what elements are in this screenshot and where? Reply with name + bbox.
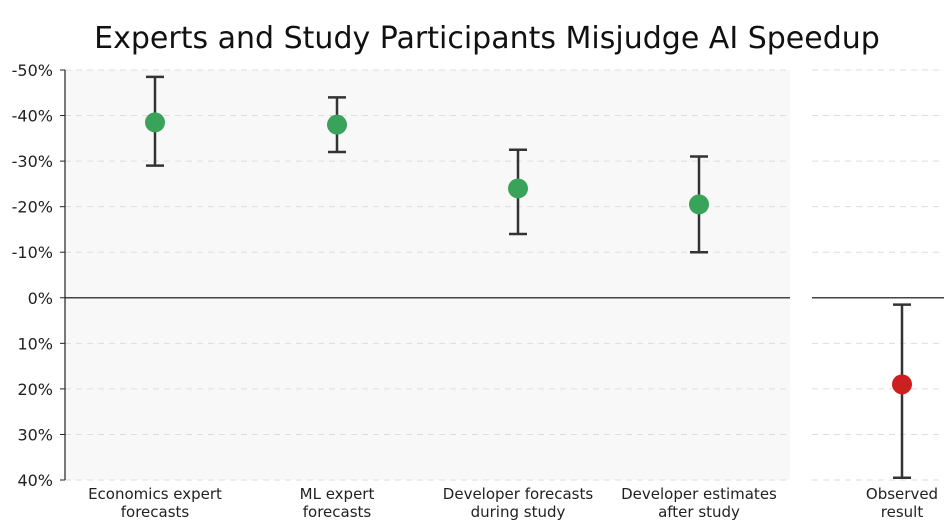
category-label-2-1: during study: [471, 503, 566, 521]
y-tick-label-4: -10%: [12, 243, 53, 262]
category-label-4-0: Observed: [866, 485, 938, 503]
data-point-4: [892, 303, 912, 479]
y-tick-label-3: -20%: [12, 198, 53, 217]
data-point-3: [689, 155, 709, 254]
point-marker-3: [689, 194, 709, 215]
y-axis: -50% -40% -30% -20% -10% 0% 10% 20% 30% 40%: [12, 61, 66, 490]
category-label-4-1: result: [881, 503, 924, 521]
point-marker-1: [327, 114, 347, 135]
data-point-1: [327, 96, 347, 154]
point-marker-4: [892, 374, 912, 395]
y-tick-label-7: 20%: [17, 380, 53, 399]
y-tick-label-5: 0%: [28, 289, 53, 308]
category-label-3-0: Developer estimates: [621, 485, 777, 503]
category-label-0-0: Economics expert: [88, 485, 222, 503]
category-label-0-1: forecasts: [121, 503, 190, 521]
data-point-2: [508, 148, 528, 236]
category-label-1-1: forecasts: [303, 503, 372, 521]
y-tick-label-9: 40%: [17, 471, 53, 490]
data-point-0: [145, 75, 165, 167]
point-marker-2: [508, 178, 528, 199]
grid-lines: [65, 69, 944, 481]
y-tick-label-8: 30%: [17, 425, 53, 444]
data-points: [145, 75, 912, 479]
category-label-2-0: Developer forecasts: [443, 485, 594, 503]
plot-background: [65, 70, 790, 480]
y-tick-label-2: -30%: [12, 152, 53, 171]
y-tick-label-1: -40%: [12, 107, 53, 126]
y-tick-label-0: -50%: [12, 61, 53, 80]
y-tick-label-6: 10%: [17, 334, 53, 353]
point-marker-0: [145, 112, 165, 133]
category-label-1-0: ML expert: [300, 485, 375, 503]
chart-title: Experts and Study Participants Misjudge …: [94, 21, 880, 56]
category-label-3-1: after study: [658, 503, 740, 521]
